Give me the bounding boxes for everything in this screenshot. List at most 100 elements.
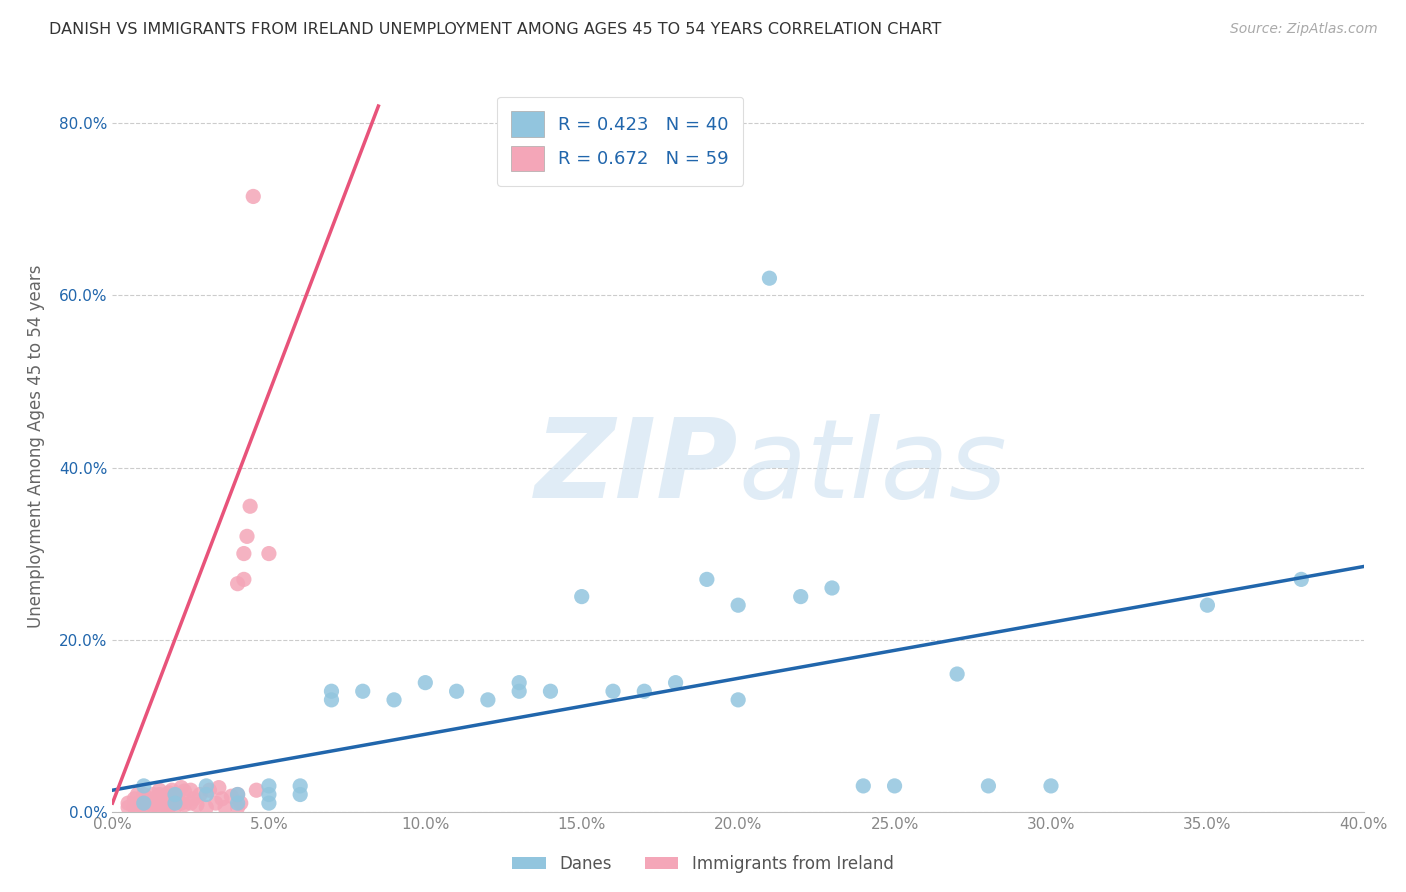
Point <box>290 779 312 793</box>
Point <box>195 788 218 802</box>
Point <box>664 675 686 690</box>
Point <box>167 788 190 802</box>
Point <box>321 693 343 707</box>
Point <box>977 779 1000 793</box>
Point <box>508 684 530 698</box>
Point <box>790 590 813 604</box>
Point <box>571 590 593 604</box>
Point <box>163 800 186 814</box>
Point <box>257 547 280 561</box>
Point <box>155 789 177 804</box>
Point <box>226 576 249 591</box>
Point <box>821 581 844 595</box>
Point <box>198 783 221 797</box>
Point <box>124 800 146 814</box>
Point <box>155 797 177 812</box>
Point <box>290 788 312 802</box>
Point <box>132 796 155 810</box>
Point <box>257 796 280 810</box>
Point <box>1291 573 1313 587</box>
Point <box>139 800 162 814</box>
Point <box>221 789 243 804</box>
Point <box>180 783 202 797</box>
Text: ZIP: ZIP <box>534 415 738 522</box>
Point <box>139 792 162 806</box>
Point <box>127 796 149 810</box>
Point <box>132 796 155 810</box>
Point <box>142 788 165 802</box>
Legend: R = 0.423   N = 40, R = 0.672   N = 59: R = 0.423 N = 40, R = 0.672 N = 59 <box>496 96 744 186</box>
Point <box>257 779 280 793</box>
Point <box>946 667 969 681</box>
Point <box>117 796 139 810</box>
Text: Source: ZipAtlas.com: Source: ZipAtlas.com <box>1230 22 1378 37</box>
Point <box>352 684 374 698</box>
Point <box>446 684 468 698</box>
Point <box>727 693 749 707</box>
Point <box>186 797 208 812</box>
Point <box>208 780 231 795</box>
Point <box>170 796 193 810</box>
Point <box>148 788 170 802</box>
Point <box>163 796 186 810</box>
Point <box>173 797 195 812</box>
Point <box>132 792 155 806</box>
Point <box>157 786 180 800</box>
Point <box>727 598 749 612</box>
Point <box>477 693 499 707</box>
Y-axis label: Unemployment Among Ages 45 to 54 years: Unemployment Among Ages 45 to 54 years <box>27 264 45 628</box>
Point <box>236 529 259 543</box>
Point <box>758 271 780 285</box>
Point <box>183 792 205 806</box>
Point <box>170 780 193 795</box>
Point <box>204 796 226 810</box>
Point <box>127 788 149 802</box>
Point <box>132 788 155 802</box>
Point <box>415 675 437 690</box>
Point <box>245 783 267 797</box>
Point <box>382 693 405 707</box>
Text: DANISH VS IMMIGRANTS FROM IRELAND UNEMPLOYMENT AMONG AGES 45 TO 54 YEARS CORRELA: DANISH VS IMMIGRANTS FROM IRELAND UNEMPL… <box>49 22 942 37</box>
Point <box>540 684 562 698</box>
Point <box>602 684 624 698</box>
Point <box>633 684 655 698</box>
Point <box>1197 598 1219 612</box>
Point <box>117 800 139 814</box>
Point <box>321 684 343 698</box>
Point <box>124 792 146 806</box>
Point <box>226 788 249 802</box>
Point <box>155 794 177 808</box>
Point <box>148 800 170 814</box>
Point <box>163 788 186 802</box>
Point <box>160 796 183 810</box>
Point <box>211 792 233 806</box>
Point <box>696 573 718 587</box>
Point <box>195 779 218 793</box>
Legend: Danes, Immigrants from Ireland: Danes, Immigrants from Ireland <box>506 848 900 880</box>
Point <box>163 792 186 806</box>
Point <box>232 573 254 587</box>
Point <box>132 800 155 814</box>
Point <box>152 800 174 814</box>
Point <box>132 779 155 793</box>
Point <box>152 792 174 806</box>
Point <box>142 797 165 812</box>
Point <box>148 796 170 810</box>
Point <box>188 788 211 802</box>
Point <box>852 779 875 793</box>
Point <box>1039 779 1063 793</box>
Point <box>226 788 249 802</box>
Point <box>232 547 254 561</box>
Point <box>195 800 218 814</box>
Point <box>239 500 262 514</box>
Point <box>508 675 530 690</box>
Point <box>226 796 249 810</box>
Point <box>257 788 280 802</box>
Text: atlas: atlas <box>738 415 1007 522</box>
Point <box>148 783 170 797</box>
Point <box>148 792 170 806</box>
Point <box>173 784 195 798</box>
Point <box>127 800 149 814</box>
Point <box>157 800 180 814</box>
Point <box>242 189 264 203</box>
